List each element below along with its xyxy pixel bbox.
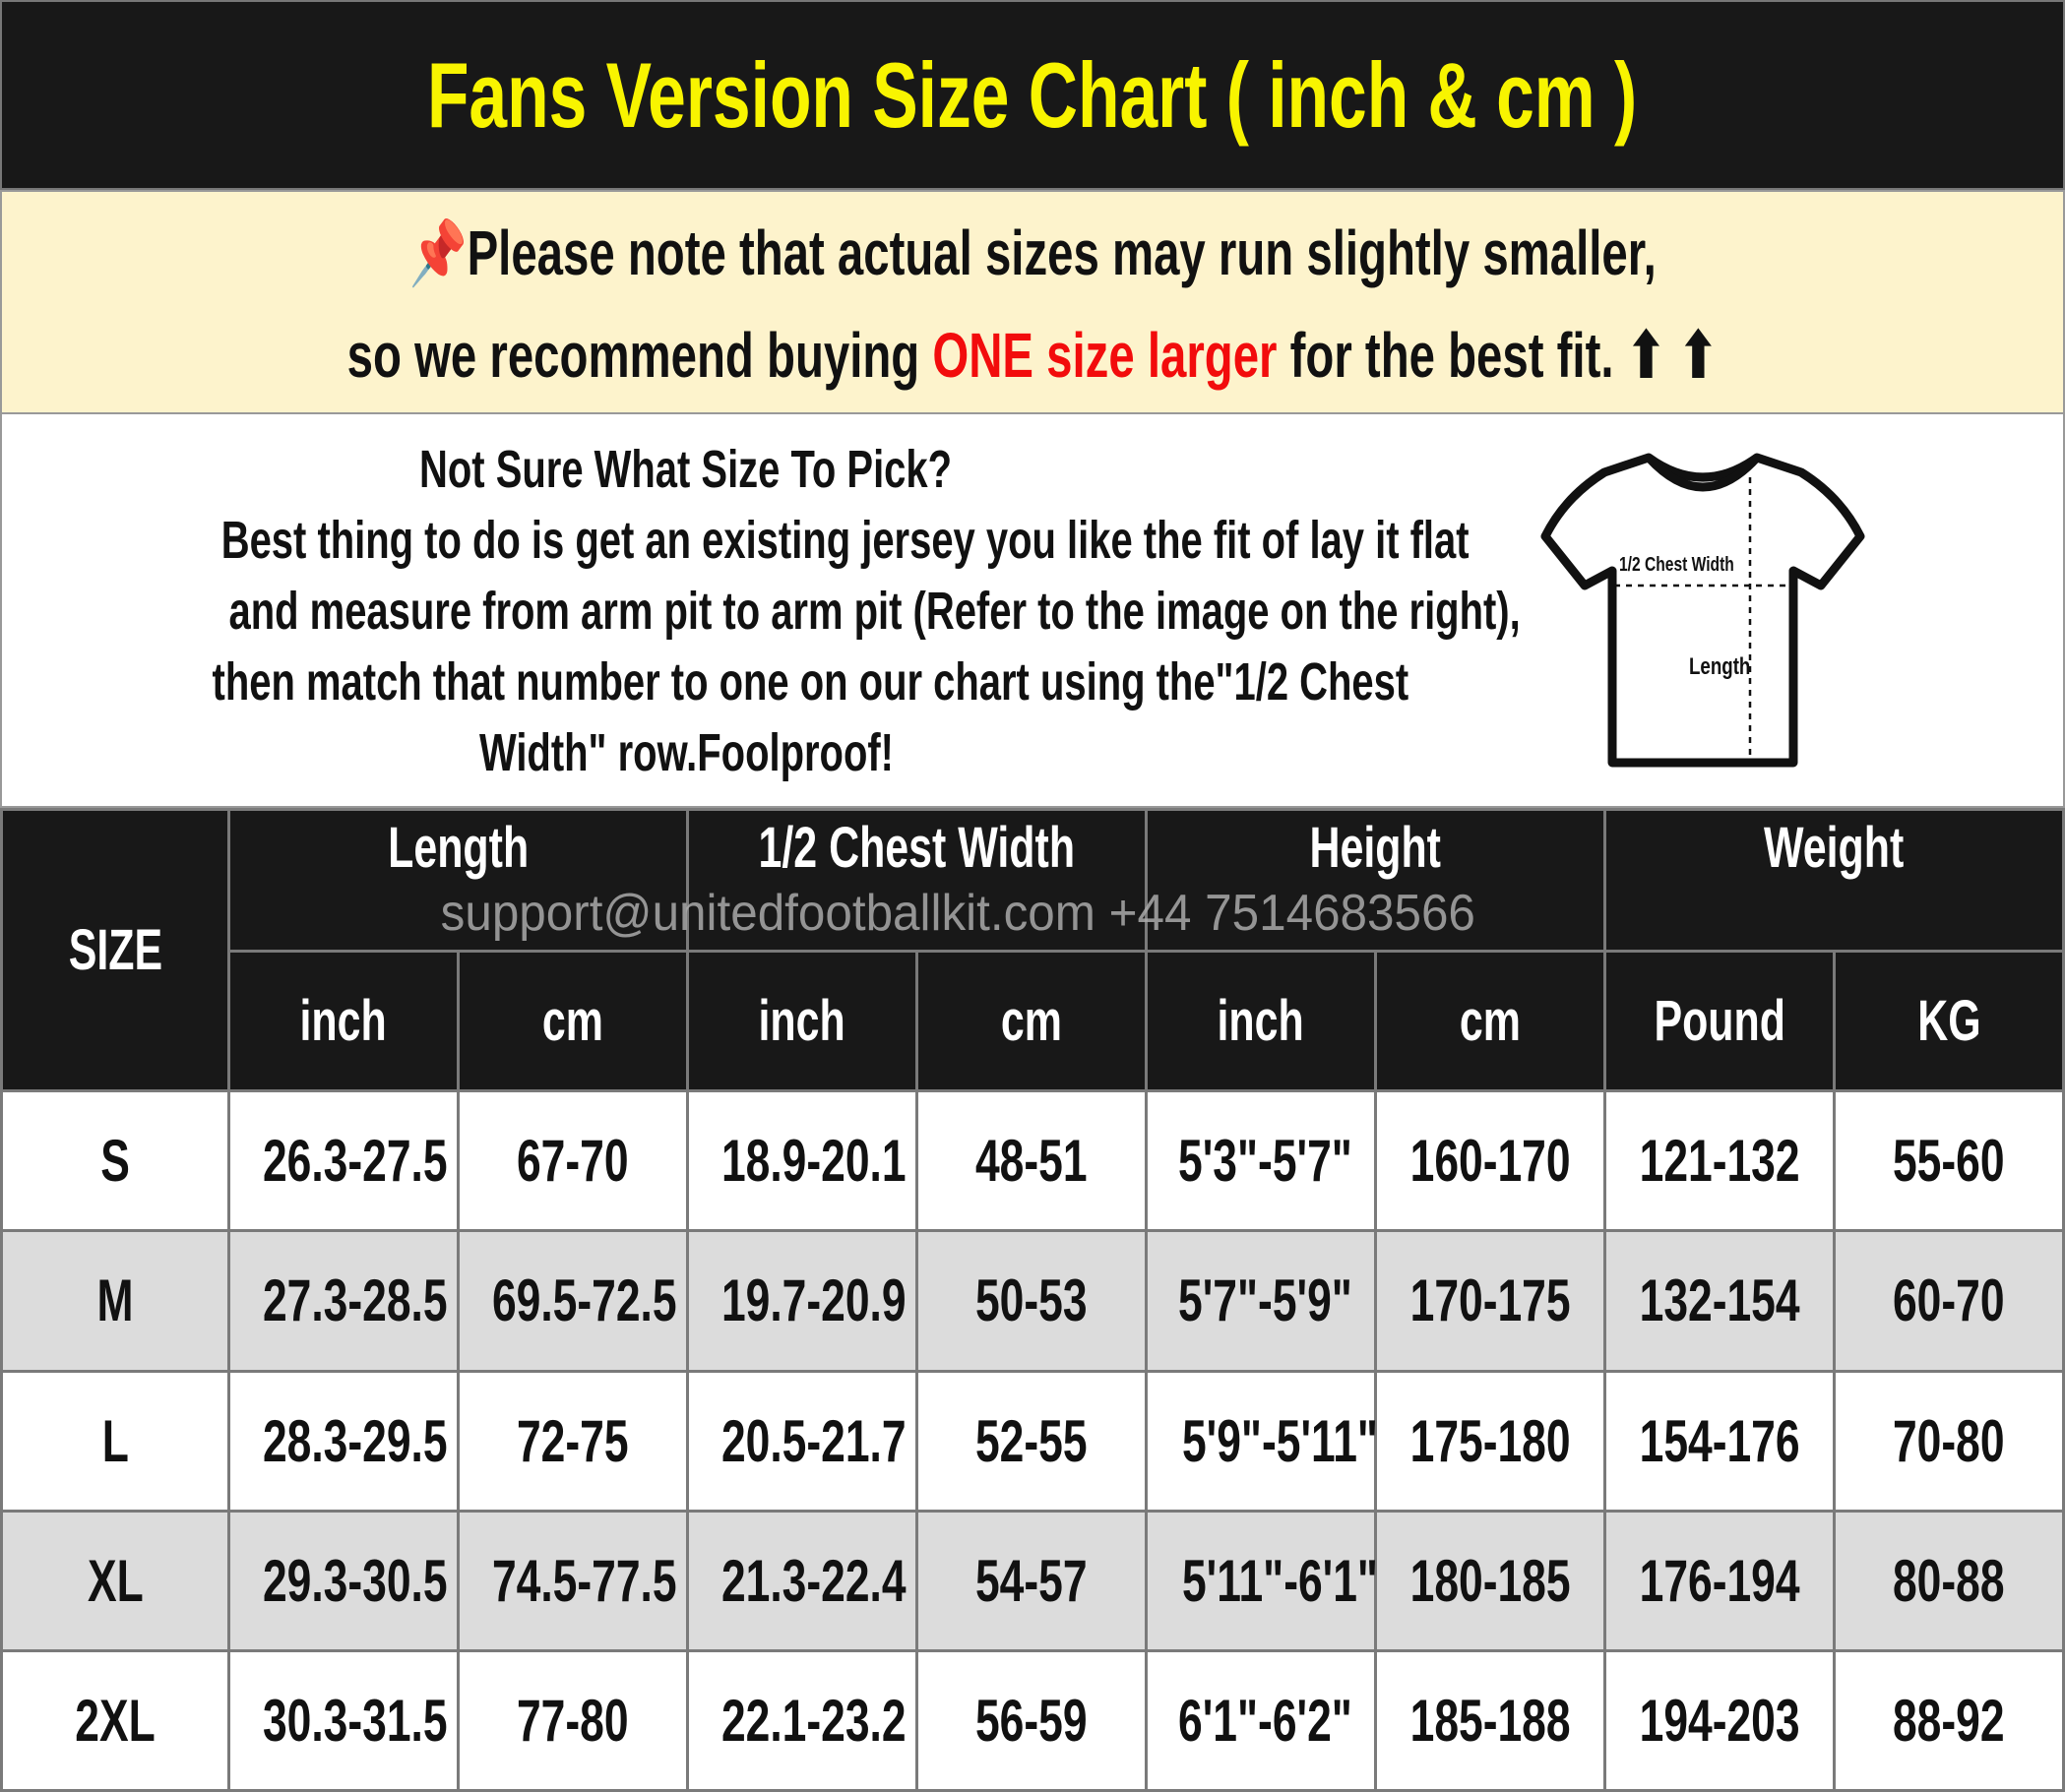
unit-header: cm (457, 950, 689, 1093)
table-cell: 72-75 (457, 1369, 689, 1513)
unit-header: cm (1374, 950, 1606, 1093)
table-cell: 26.3-27.5 (227, 1089, 460, 1233)
table-cell: 175-180 (1374, 1369, 1606, 1513)
note-line-2-pre: so we recommend buying (346, 320, 933, 391)
group-header: 1/2 Chest Width (686, 807, 1148, 954)
table-cell: 28.3-29.5 (227, 1369, 460, 1513)
table-cell: 19.7-20.9 (686, 1229, 918, 1373)
table-cell: 6'1"-6'2" (1145, 1648, 1377, 1792)
table-cell: 176-194 (1603, 1509, 1836, 1652)
table-cell: 22.1-23.2 (686, 1648, 918, 1792)
size-cell: 2XL (0, 1648, 230, 1792)
note-line-2-post: for the best fit. (1277, 320, 1614, 391)
table-cell: 77-80 (457, 1648, 689, 1792)
table-cell: 52-55 (915, 1369, 1148, 1513)
table-cell: 30.3-31.5 (227, 1648, 460, 1792)
unit-header: inch (686, 950, 918, 1093)
group-header: Height (1145, 807, 1606, 954)
up-arrows-icon: ⬆ ⬆ (1626, 320, 1719, 391)
table-cell: 27.3-28.5 (227, 1229, 460, 1373)
table-cell: 55-60 (1833, 1089, 2065, 1233)
size-cell: XL (0, 1509, 230, 1652)
table-cell: 5'7"-5'9" (1145, 1229, 1377, 1373)
group-header: Length (227, 807, 689, 954)
group-header: Weight (1603, 807, 2065, 954)
info-section: Not Sure What Size To Pick? Best thing t… (0, 414, 2065, 808)
table-cell: 21.3-22.4 (686, 1509, 918, 1652)
table-cell: 5'11"-6'1" (1145, 1509, 1378, 1652)
table-cell: 74.5-77.5 (457, 1509, 689, 1652)
note-highlight: ONE size larger (932, 320, 1278, 391)
table-cell: 48-51 (915, 1089, 1148, 1233)
info-line: then match that number to one on our cha… (212, 652, 1409, 711)
unit-header: inch (227, 950, 460, 1093)
tshirt-diagram-icon: 1/2 Chest Width Length (1540, 453, 1865, 768)
table-cell: 194-203 (1603, 1648, 1836, 1792)
info-line: Best thing to do is get an existing jers… (220, 511, 1470, 570)
title-bar: Fans Version Size Chart ( inch & cm ) (0, 0, 2065, 190)
table-cell: 5'9"-5'11" (1145, 1369, 1378, 1513)
table-cell: 170-175 (1374, 1229, 1606, 1373)
table-cell: 160-170 (1374, 1089, 1606, 1233)
table-cell: 180-185 (1374, 1509, 1606, 1652)
shirt-length-label: Length (1689, 653, 1750, 680)
table-cell: 80-88 (1833, 1509, 2065, 1652)
size-table: SIZE Length 1/2 Chest Width Height Weigh… (0, 807, 2065, 1792)
table-cell: 5'3"-5'7" (1145, 1089, 1377, 1233)
unit-header: KG (1833, 950, 2065, 1093)
table-cell: 154-176 (1603, 1369, 1836, 1513)
table-cell: 56-59 (915, 1648, 1148, 1792)
note-line-1: Please note that actual sizes may run sl… (467, 217, 1657, 288)
table-cell: 121-132 (1603, 1089, 1836, 1233)
table-cell: 60-70 (1833, 1229, 2065, 1373)
table-cell: 50-53 (915, 1229, 1148, 1373)
table-cell: 69.5-72.5 (457, 1229, 689, 1373)
table-row: 2XL 30.3-31.5 77-80 22.1-23.2 56-59 6'1"-6'2"… (0, 1648, 2065, 1792)
size-note: 📌Please note that actual sizes may run s… (0, 190, 2065, 414)
table-cell: 20.5-21.7 (686, 1369, 918, 1513)
unit-header: cm (915, 950, 1148, 1093)
size-header: SIZE (0, 807, 230, 1093)
table-cell: 29.3-30.5 (227, 1509, 460, 1652)
table-cell: 67-70 (457, 1089, 689, 1233)
pushpin-icon: 📌 (408, 217, 468, 288)
table-row: M 27.3-28.5 69.5-72.5 19.7-20.9 50-53 5'7"-5'… (0, 1229, 2065, 1373)
table-row: S 26.3-27.5 67-70 18.9-20.1 48-51 5'3"-5'7" 16… (0, 1089, 2065, 1233)
unit-header: inch (1145, 950, 1377, 1093)
page-title: Fans Version Size Chart ( inch & cm ) (427, 42, 1638, 147)
table-cell: 185-188 (1374, 1648, 1606, 1792)
table-row: XL 29.3-30.5 74.5-77.5 21.3-22.4 54-57 5'11"-… (0, 1509, 2065, 1652)
table-cell: 70-80 (1833, 1369, 2065, 1513)
table-cell: 54-57 (915, 1509, 1148, 1652)
info-line: and measure from arm pit to arm pit (Ref… (228, 582, 1521, 641)
info-heading: Not Sure What Size To Pick? (419, 440, 953, 499)
unit-header: Pound (1603, 950, 1836, 1093)
table-row: L 28.3-29.5 72-75 20.5-21.7 52-55 5'9"-5'11" 1… (0, 1369, 2065, 1513)
info-line: Width" row.Foolproof! (478, 723, 894, 782)
size-cell: M (0, 1229, 230, 1373)
table-cell: 132-154 (1603, 1229, 1836, 1373)
table-cell: 88-92 (1833, 1648, 2065, 1792)
size-cell: S (0, 1089, 230, 1233)
size-cell: L (0, 1369, 230, 1513)
shirt-chest-label: 1/2 Chest Width (1619, 553, 1734, 575)
table-cell: 18.9-20.1 (686, 1089, 918, 1233)
